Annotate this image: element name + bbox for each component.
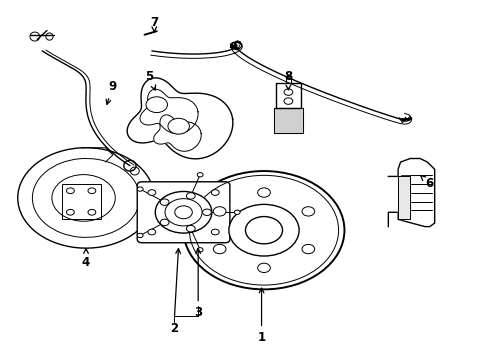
Circle shape xyxy=(183,171,344,289)
Circle shape xyxy=(197,172,203,177)
Circle shape xyxy=(146,97,167,113)
Text: 9: 9 xyxy=(106,80,117,104)
Circle shape xyxy=(137,187,143,191)
Circle shape xyxy=(245,217,282,244)
Text: 6: 6 xyxy=(420,175,433,190)
Circle shape xyxy=(88,188,96,194)
Circle shape xyxy=(302,244,314,254)
Text: 8: 8 xyxy=(284,69,292,90)
Polygon shape xyxy=(127,78,232,159)
Circle shape xyxy=(137,233,143,238)
Circle shape xyxy=(257,263,270,273)
Circle shape xyxy=(155,192,211,233)
Circle shape xyxy=(211,190,219,195)
FancyBboxPatch shape xyxy=(61,184,101,220)
Polygon shape xyxy=(397,176,409,220)
Circle shape xyxy=(186,193,195,199)
Circle shape xyxy=(66,188,74,194)
Circle shape xyxy=(164,199,202,226)
Polygon shape xyxy=(140,89,198,134)
Circle shape xyxy=(197,248,203,252)
Circle shape xyxy=(148,229,156,235)
Text: 1: 1 xyxy=(257,288,265,344)
Circle shape xyxy=(228,204,299,256)
Circle shape xyxy=(284,89,292,95)
Text: 7: 7 xyxy=(150,16,158,32)
Circle shape xyxy=(88,210,96,215)
Circle shape xyxy=(160,199,169,206)
Circle shape xyxy=(66,210,74,215)
Circle shape xyxy=(213,207,225,216)
Circle shape xyxy=(174,206,192,219)
FancyBboxPatch shape xyxy=(137,182,229,243)
Circle shape xyxy=(284,98,292,104)
Circle shape xyxy=(202,209,211,216)
Circle shape xyxy=(148,190,156,195)
Text: 2: 2 xyxy=(169,249,180,335)
Circle shape xyxy=(186,225,195,232)
Circle shape xyxy=(302,207,314,216)
Circle shape xyxy=(213,244,225,254)
Polygon shape xyxy=(387,158,434,226)
Polygon shape xyxy=(276,83,300,108)
Circle shape xyxy=(160,219,169,226)
Circle shape xyxy=(167,118,189,134)
Text: 4: 4 xyxy=(81,249,90,269)
Circle shape xyxy=(211,229,219,235)
Text: 5: 5 xyxy=(145,69,155,90)
Polygon shape xyxy=(153,115,201,151)
Text: 3: 3 xyxy=(194,249,202,319)
Circle shape xyxy=(234,210,240,215)
Circle shape xyxy=(257,188,270,197)
Polygon shape xyxy=(273,108,303,134)
